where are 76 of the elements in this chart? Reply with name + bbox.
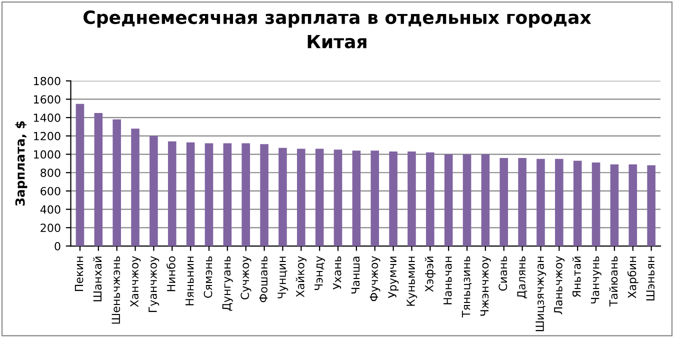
x-tick-label: Шицзячжуан	[536, 256, 546, 332]
bar	[426, 152, 434, 246]
x-tick-label: Фучжоу	[370, 256, 380, 302]
x-tick-label: Яньтай	[572, 256, 581, 298]
x-tick-label: Чжэнчжоу	[480, 256, 491, 316]
x-tick-label: Шеньчжэнь	[112, 256, 120, 324]
y-tick-label: 400	[40, 205, 60, 214]
x-tick-label: Наньчан	[444, 256, 452, 304]
bar	[592, 162, 600, 246]
x-tick-label: Харбин	[627, 256, 638, 298]
bar	[444, 154, 453, 246]
bar	[462, 154, 472, 246]
bar	[315, 148, 324, 246]
y-tick-label: 600	[40, 186, 60, 196]
x-tick-label: Хэфэй	[424, 256, 436, 292]
x-tick-label: Сиань	[498, 256, 508, 291]
bar	[610, 164, 619, 246]
x-tick-label: Сямэнь	[204, 256, 212, 298]
bar	[352, 150, 361, 246]
y-tick-label: 800	[40, 168, 60, 177]
x-tick-label: Нинбо	[166, 256, 176, 292]
bar	[573, 160, 582, 246]
bar	[150, 136, 158, 246]
y-tick-label: 1600	[34, 95, 60, 104]
bar	[518, 158, 526, 246]
chart-title: Среднемесячная зарплата в отдельных городах Китая	[84, 10, 592, 48]
x-tick-label: Чунцин	[278, 256, 288, 298]
x-tick-label: Дунгуань	[222, 256, 233, 311]
y-tick-label: 1800	[34, 76, 60, 86]
bar	[131, 128, 140, 246]
bar	[334, 150, 342, 246]
y-tick-label: 1400	[34, 114, 60, 122]
bar	[647, 165, 656, 246]
bar	[481, 154, 490, 246]
x-tick-label: Чанчунь	[590, 256, 602, 304]
bar	[500, 158, 508, 246]
x-tick-label: Пекин	[74, 256, 84, 292]
x-tick-label: Фошань	[259, 256, 268, 302]
bar	[555, 158, 564, 246]
bar	[389, 152, 398, 246]
x-tick-label: Тайюань	[609, 256, 618, 307]
y-tick-label: 0	[54, 242, 60, 250]
x-tick-label: Куньмин	[406, 256, 418, 306]
x-tick-label: Чанша	[351, 256, 360, 294]
bar	[168, 141, 176, 246]
bar	[408, 152, 416, 246]
x-tick-label: Шэньян	[646, 256, 655, 300]
x-tick-label: Ханчжоу	[130, 256, 141, 308]
x-tick-label: Чэнду	[314, 256, 325, 290]
x-tick-label: Гуанчжоу	[148, 256, 160, 312]
x-tick-label: Няньнин	[186, 256, 194, 306]
bar	[296, 148, 306, 246]
y-tick-label: 1000	[34, 150, 60, 159]
bar	[76, 104, 84, 246]
x-tick-label: Хайкоу	[296, 256, 307, 298]
bar	[112, 119, 121, 246]
bar	[223, 143, 232, 246]
bar	[536, 158, 545, 246]
x-tick-label: Ухань	[332, 256, 342, 290]
x-tick-label: Ланьчжоу	[554, 256, 565, 314]
bar	[94, 112, 103, 246]
x-tick-label: Тяньцзинь	[462, 256, 472, 318]
y-tick-label: 200	[40, 224, 60, 232]
x-tick-label: Шанхай	[93, 256, 102, 302]
x-tick-label: Сучжоу	[240, 256, 252, 300]
bar	[260, 144, 268, 246]
y-tick-label: 1200	[34, 132, 60, 140]
bar	[370, 150, 380, 246]
bar	[204, 143, 214, 246]
x-tick-label: Далянь	[517, 256, 528, 298]
bar	[278, 148, 287, 246]
bar	[186, 142, 195, 246]
bar	[242, 143, 250, 246]
bar	[628, 164, 638, 246]
x-tick-label: Урумчи	[388, 256, 399, 298]
y-axis-title: Зарплата, $	[15, 121, 28, 206]
